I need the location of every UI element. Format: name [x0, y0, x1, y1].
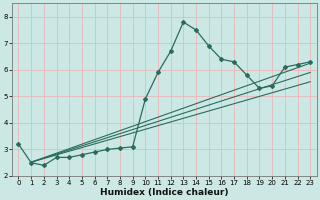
- X-axis label: Humidex (Indice chaleur): Humidex (Indice chaleur): [100, 188, 228, 197]
